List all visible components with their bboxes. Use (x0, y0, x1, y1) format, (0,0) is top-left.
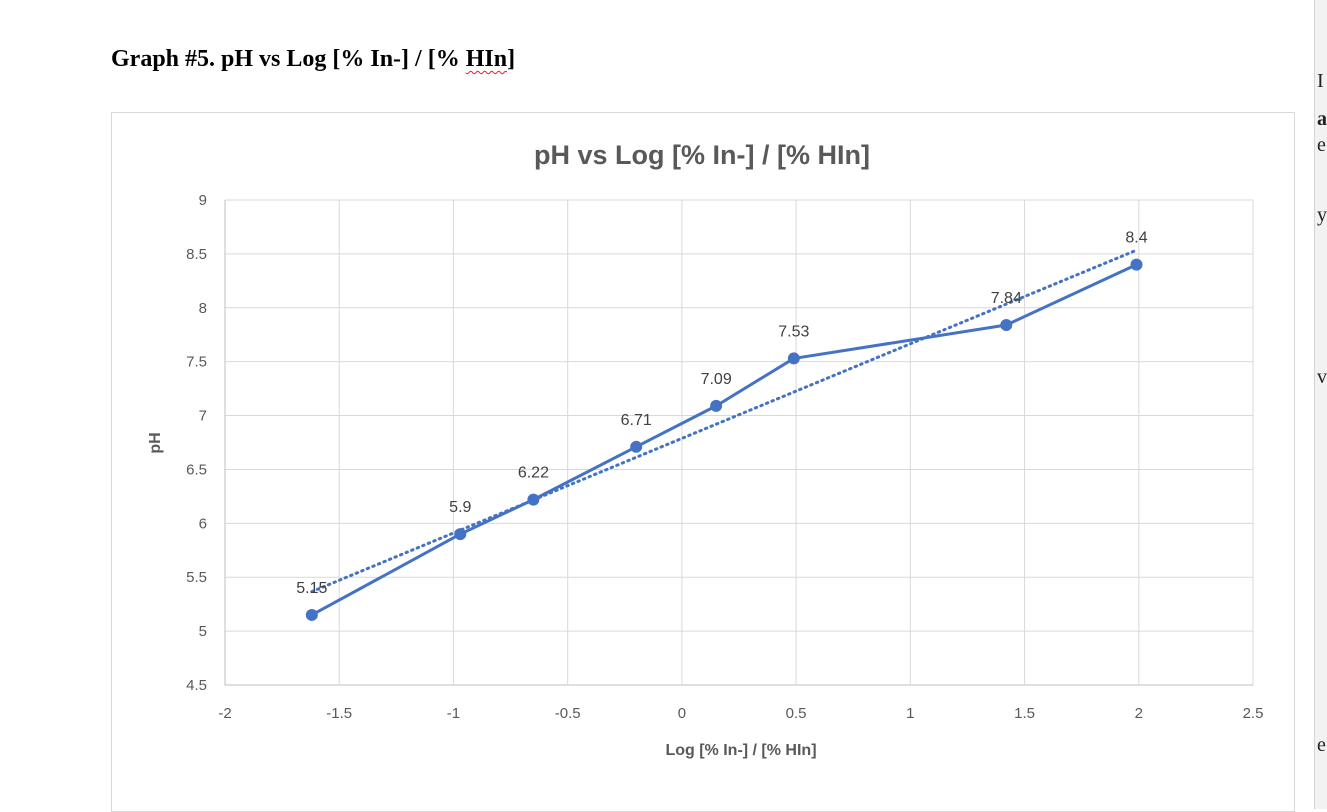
series-line (311, 263, 1138, 617)
y-tick-label: 9 (199, 192, 207, 209)
x-axis-title: Log [% In-] / [% HIn] (665, 742, 816, 759)
data-point (787, 352, 800, 365)
edge-glyph: e (1317, 134, 1326, 156)
data-label: 7.09 (701, 371, 732, 388)
y-tick-label: 5.5 (186, 569, 207, 586)
edge-glyph: e (1317, 734, 1326, 756)
data-label: 7.84 (991, 290, 1022, 307)
y-tick-label: 4.5 (186, 677, 207, 694)
x-tick-label: -1 (447, 705, 460, 722)
x-tick-label: 2.5 (1243, 705, 1264, 722)
series-layer (305, 258, 1143, 621)
data-label: 8.4 (1125, 230, 1147, 247)
y-tick-label: 8.5 (186, 246, 207, 263)
chart-frame[interactable] (111, 112, 1295, 812)
y-tick-label: 6 (199, 515, 207, 532)
y-tick-label: 5 (199, 623, 207, 640)
y-tick-label: 8 (199, 300, 207, 317)
edge-glyph: I (1317, 70, 1324, 92)
edge-glyph: a (1317, 108, 1327, 130)
x-tick-label: 0.5 (786, 705, 807, 722)
edge-glyph: v (1317, 366, 1327, 388)
data-labels: 5.15 5.9 6.22 6.71 7.09 7.53 7.84 8.4 (296, 230, 1147, 597)
chart-title: pH vs Log [% In-] / [% HIn] (534, 140, 870, 170)
data-point (630, 440, 643, 453)
x-tick-label: -1.5 (326, 705, 352, 722)
data-label: 6.22 (518, 465, 549, 482)
data-point (1000, 319, 1013, 332)
y-axis-title: pH (147, 432, 164, 453)
y-tick-label: 7 (199, 408, 207, 425)
data-point (1130, 258, 1143, 271)
data-point (527, 493, 540, 506)
x-tick-label: 1.5 (1014, 705, 1035, 722)
heading-text: Graph #5. pH vs Log [% In-] / [% (111, 46, 466, 72)
document-heading: Graph #5. pH vs Log [% In-] / [% HIn] (111, 46, 515, 73)
data-point (710, 399, 723, 412)
x-tick-label: 0 (678, 705, 686, 722)
data-label: 7.53 (778, 323, 809, 340)
tick-labels: 4.5 5 5.5 6 6.5 7 7.5 8 8.5 9 -2 -1.5 -1 -0.5 0 0.5 1 1.5… (186, 192, 1263, 722)
data-label: 5.15 (296, 580, 327, 597)
gridlines (224, 199, 1254, 686)
adjacent-page-edge: I a e y v e (1314, 0, 1327, 809)
x-tick-label: -2 (218, 705, 231, 722)
data-label: 6.71 (621, 412, 652, 429)
x-tick-label: -0.5 (555, 705, 581, 722)
trendline (310, 248, 1138, 594)
data-point (305, 608, 318, 621)
data-point (454, 528, 467, 541)
trendline-layer (310, 248, 1138, 594)
x-tick-label: 2 (1135, 705, 1143, 722)
y-tick-label: 6.5 (186, 461, 207, 478)
data-label: 5.9 (449, 499, 471, 516)
y-tick-label: 7.5 (186, 354, 207, 371)
heading-text-end: ] (507, 46, 516, 72)
x-tick-label: 1 (906, 705, 914, 722)
spellcheck-flagged-word[interactable]: HIn (465, 46, 508, 72)
edge-glyph: y (1317, 204, 1327, 226)
